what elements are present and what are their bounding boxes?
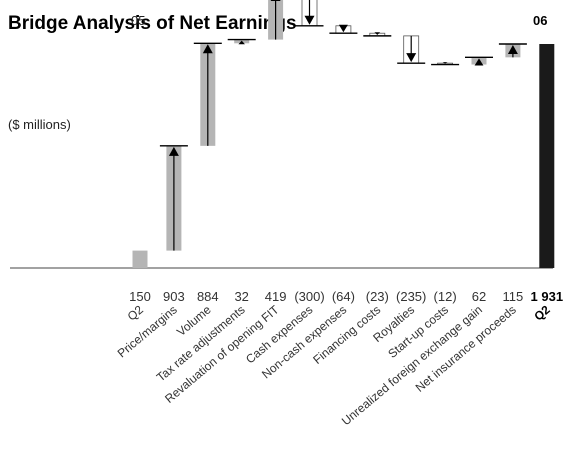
value-label: (64) bbox=[332, 289, 355, 304]
start-bar bbox=[132, 250, 148, 268]
value-label: 115 bbox=[503, 289, 524, 304]
period-start-label: 05 bbox=[131, 13, 146, 28]
arrow-head bbox=[474, 58, 484, 66]
value-label: 32 bbox=[234, 289, 248, 304]
arrow-head bbox=[202, 44, 213, 54]
value-label: 1 931 bbox=[531, 289, 564, 304]
category-label: Q2 bbox=[125, 302, 147, 323]
arrow-head bbox=[374, 32, 381, 35]
value-label: 62 bbox=[472, 289, 486, 304]
arrow-head bbox=[338, 24, 348, 33]
value-label: (235) bbox=[396, 289, 426, 304]
total-bar bbox=[539, 44, 555, 269]
arrow-head bbox=[168, 146, 179, 156]
value-label: (300) bbox=[294, 289, 324, 304]
arrow-head bbox=[270, 0, 281, 1]
arrow-head bbox=[507, 45, 518, 55]
chart-subtitle: ($ millions) bbox=[8, 117, 71, 132]
arrow-head bbox=[442, 62, 448, 64]
arrow-head bbox=[406, 53, 417, 63]
category-label: Q2 bbox=[531, 302, 553, 323]
value-label: 150 bbox=[129, 289, 151, 304]
value-label: (23) bbox=[366, 289, 389, 304]
category-label: Price/margins bbox=[115, 303, 180, 361]
period-end-label: 06 bbox=[533, 13, 548, 28]
value-label: 884 bbox=[197, 289, 219, 304]
chart-title: Bridge Analysis of Net Earnings bbox=[8, 13, 297, 34]
value-label: (12) bbox=[434, 289, 457, 304]
arrow-head bbox=[304, 15, 315, 25]
value-label: 903 bbox=[163, 289, 185, 304]
value-label: 419 bbox=[265, 289, 287, 304]
arrow-head bbox=[238, 40, 245, 45]
